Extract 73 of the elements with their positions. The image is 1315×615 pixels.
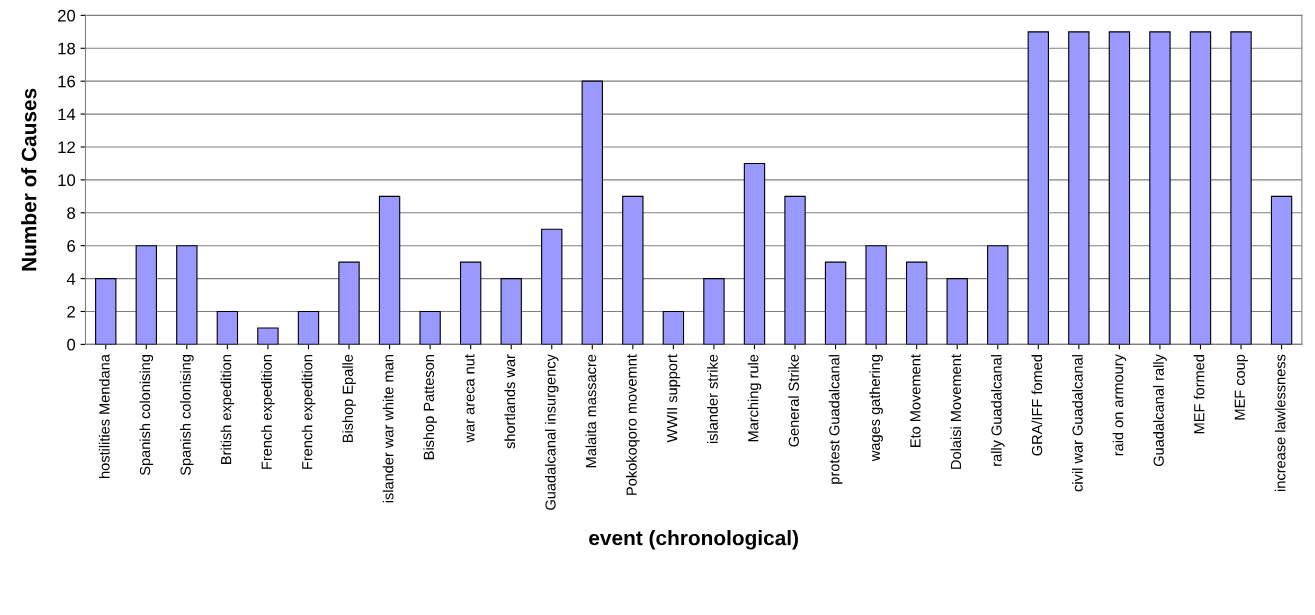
x-tick-label: Marching rule: [747, 354, 762, 442]
bar: [1189, 31, 1212, 345]
bar: [176, 245, 198, 345]
bar: [135, 245, 157, 345]
x-tick-label: Dolaisi Movement: [950, 354, 962, 469]
bar: [581, 80, 603, 345]
bar: [743, 162, 766, 345]
x-tick-label: Pokokoqoro movemnt: [626, 354, 640, 495]
bar: [905, 261, 928, 345]
y-tick-label: 20: [58, 9, 76, 22]
x-tick-label: rally Guadalcanal: [990, 355, 1005, 466]
bar: [622, 195, 644, 345]
x-tick-label: MEF coup: [1234, 354, 1248, 420]
bar: [784, 195, 806, 345]
x-tick-label: Bishop Epalle: [342, 354, 356, 443]
bar: [1027, 31, 1049, 345]
bar: [662, 310, 685, 345]
bar: [946, 278, 968, 345]
y-tick-label: 10: [58, 174, 76, 187]
bar: [459, 261, 482, 345]
x-axis-title: event (chronological): [589, 530, 798, 550]
x-tick-label: protest Guadalcanal: [828, 355, 843, 484]
bar: [1068, 31, 1090, 345]
bar: [500, 278, 522, 345]
x-tick-label: Bishop Patteson: [423, 355, 437, 460]
y-tick-label: 6: [67, 240, 76, 252]
bar: [987, 245, 1009, 345]
x-tick-label: islander war white man: [382, 355, 394, 503]
x-tick-label: British expedition: [220, 355, 235, 464]
x-tick-label: General Strike: [788, 354, 799, 447]
bar: [257, 327, 279, 345]
bar: [378, 195, 401, 345]
x-tick-label: Guadalcanal rally: [1153, 354, 1167, 467]
bar: [419, 310, 441, 345]
x-tick-label: increase lawlessness: [1274, 354, 1286, 491]
bar: [1108, 31, 1131, 345]
bar: [95, 278, 117, 345]
x-tick-label: raid on armoury: [1112, 354, 1127, 456]
x-tick-label: islander strike: [707, 354, 718, 444]
y-tick-label: 16: [58, 75, 76, 88]
x-tick-label: MEF formed: [1193, 355, 1205, 434]
y-tick-label: 4: [66, 273, 76, 285]
y-tick-label: 18: [58, 42, 76, 55]
y-tick-label: 8: [67, 207, 76, 219]
x-tick-label: Spanish colonising: [139, 355, 154, 476]
x-tick-label: GRA/IFF fomed: [1031, 355, 1043, 456]
bar: [297, 310, 320, 345]
y-tick-label: 12: [58, 141, 75, 154]
y-tick-label: 0: [67, 338, 76, 351]
x-tick-label: Eto Movement: [910, 354, 921, 447]
bar: [1149, 31, 1171, 345]
bar: [703, 278, 725, 345]
y-tick-label: 2: [67, 305, 75, 318]
x-tick-label: wages gathering: [869, 355, 883, 462]
bar: [865, 245, 887, 345]
y-tick-label: 14: [58, 108, 76, 121]
bar: [541, 228, 563, 345]
x-tick-label: shortlands war: [504, 354, 516, 449]
bar: [338, 261, 360, 345]
x-tick-label: war areca nut: [465, 354, 475, 443]
x-tick-label: WWII support: [667, 354, 681, 443]
y-axis-title: Number of Causes: [21, 88, 37, 271]
x-tick-label: Spanish colonising: [180, 355, 194, 476]
bar: [216, 310, 239, 345]
bar: [1230, 31, 1252, 345]
x-tick-label: Malaita massacre: [585, 354, 597, 468]
bar: [1270, 195, 1293, 345]
x-tick-label: French expedition: [301, 355, 316, 469]
x-tick-label: civil war Guadalcanal: [1072, 355, 1083, 492]
bar: [824, 261, 847, 345]
x-tick-label: Guadalcanal insurgency: [544, 354, 559, 510]
x-tick-label: hostilities Mendana: [98, 354, 110, 478]
x-tick-label: French expedition: [261, 355, 275, 469]
